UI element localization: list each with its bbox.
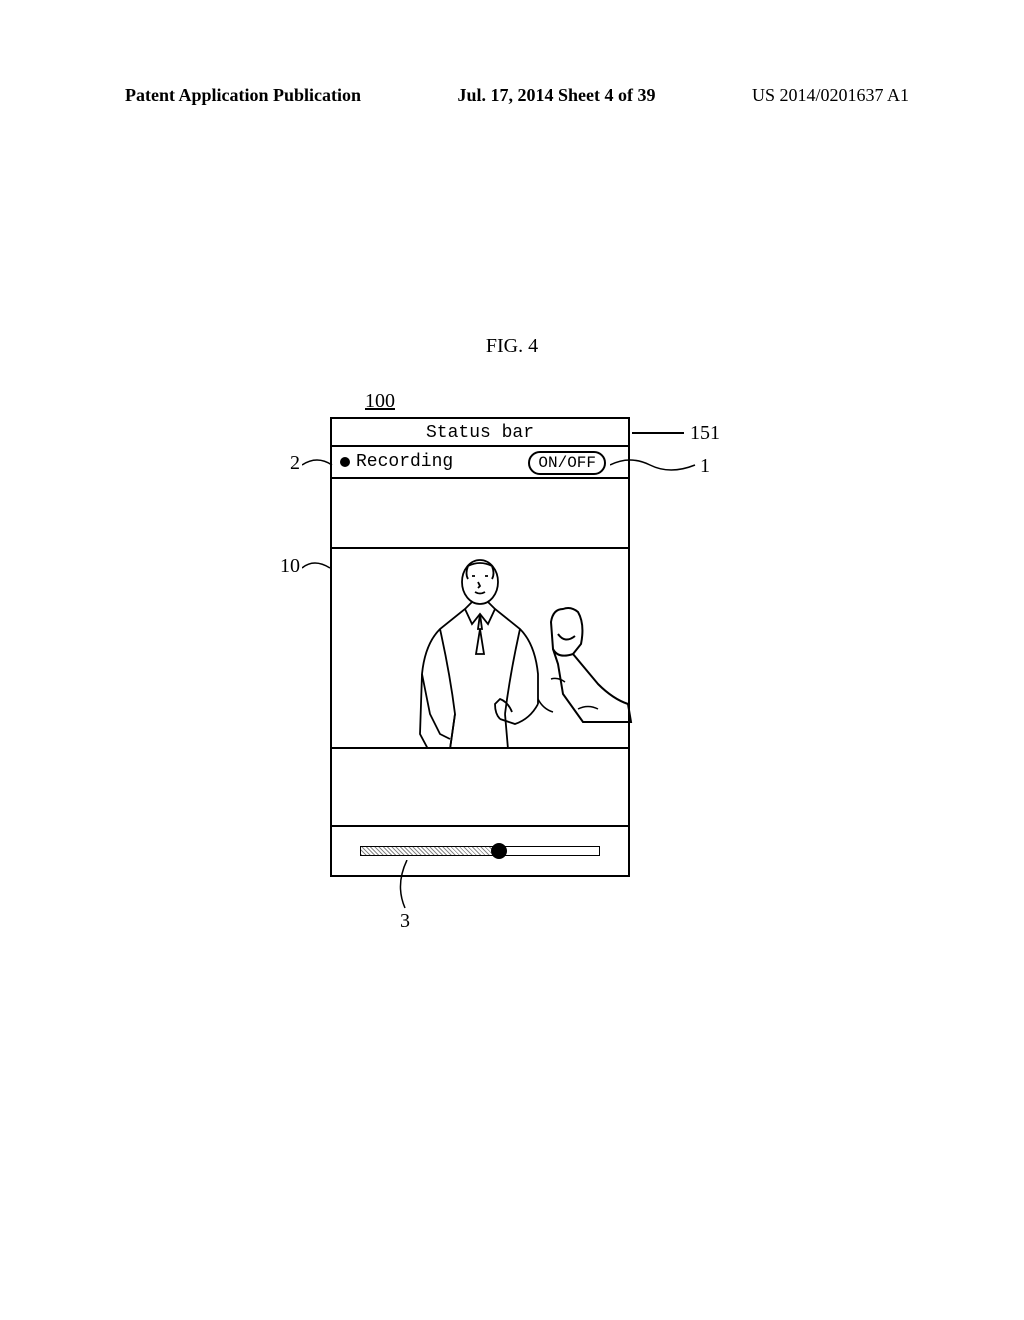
slider-fill: [361, 847, 499, 855]
callout-1: 1: [700, 455, 710, 478]
onoff-toggle[interactable]: ON/OFF: [528, 451, 606, 475]
recording-row: Recording ON/OFF: [332, 447, 628, 479]
leader-3: [395, 860, 420, 910]
status-bar-label: Status bar: [426, 423, 534, 443]
header-publication: Patent Application Publication: [125, 85, 361, 106]
leader-2: [302, 455, 342, 475]
slider-area: [332, 827, 628, 875]
blank-panel-lower: [332, 749, 628, 827]
callout-10: 10: [280, 555, 300, 578]
header-date-sheet: Jul. 17, 2014 Sheet 4 of 39: [458, 85, 656, 106]
status-bar: Status bar: [332, 419, 628, 447]
leader-151: [632, 432, 684, 434]
header-patent-number: US 2014/0201637 A1: [752, 85, 909, 106]
leader-1: [610, 455, 700, 475]
person-icon: [400, 554, 560, 749]
page-header: Patent Application Publication Jul. 17, …: [0, 85, 1024, 106]
video-area: [332, 549, 628, 749]
slider-thumb[interactable]: [491, 843, 507, 859]
callout-151: 151: [690, 422, 720, 445]
callout-2: 2: [290, 452, 300, 475]
progress-slider[interactable]: [360, 846, 600, 856]
leader-10: [302, 558, 337, 578]
figure-title: FIG. 4: [486, 335, 538, 358]
device-outline: Status bar Recording ON/OFF: [330, 417, 630, 877]
recording-label: Recording: [356, 452, 453, 472]
callout-3: 3: [400, 910, 410, 933]
blank-panel-upper: [332, 479, 628, 549]
device-reference-number: 100: [365, 390, 395, 413]
